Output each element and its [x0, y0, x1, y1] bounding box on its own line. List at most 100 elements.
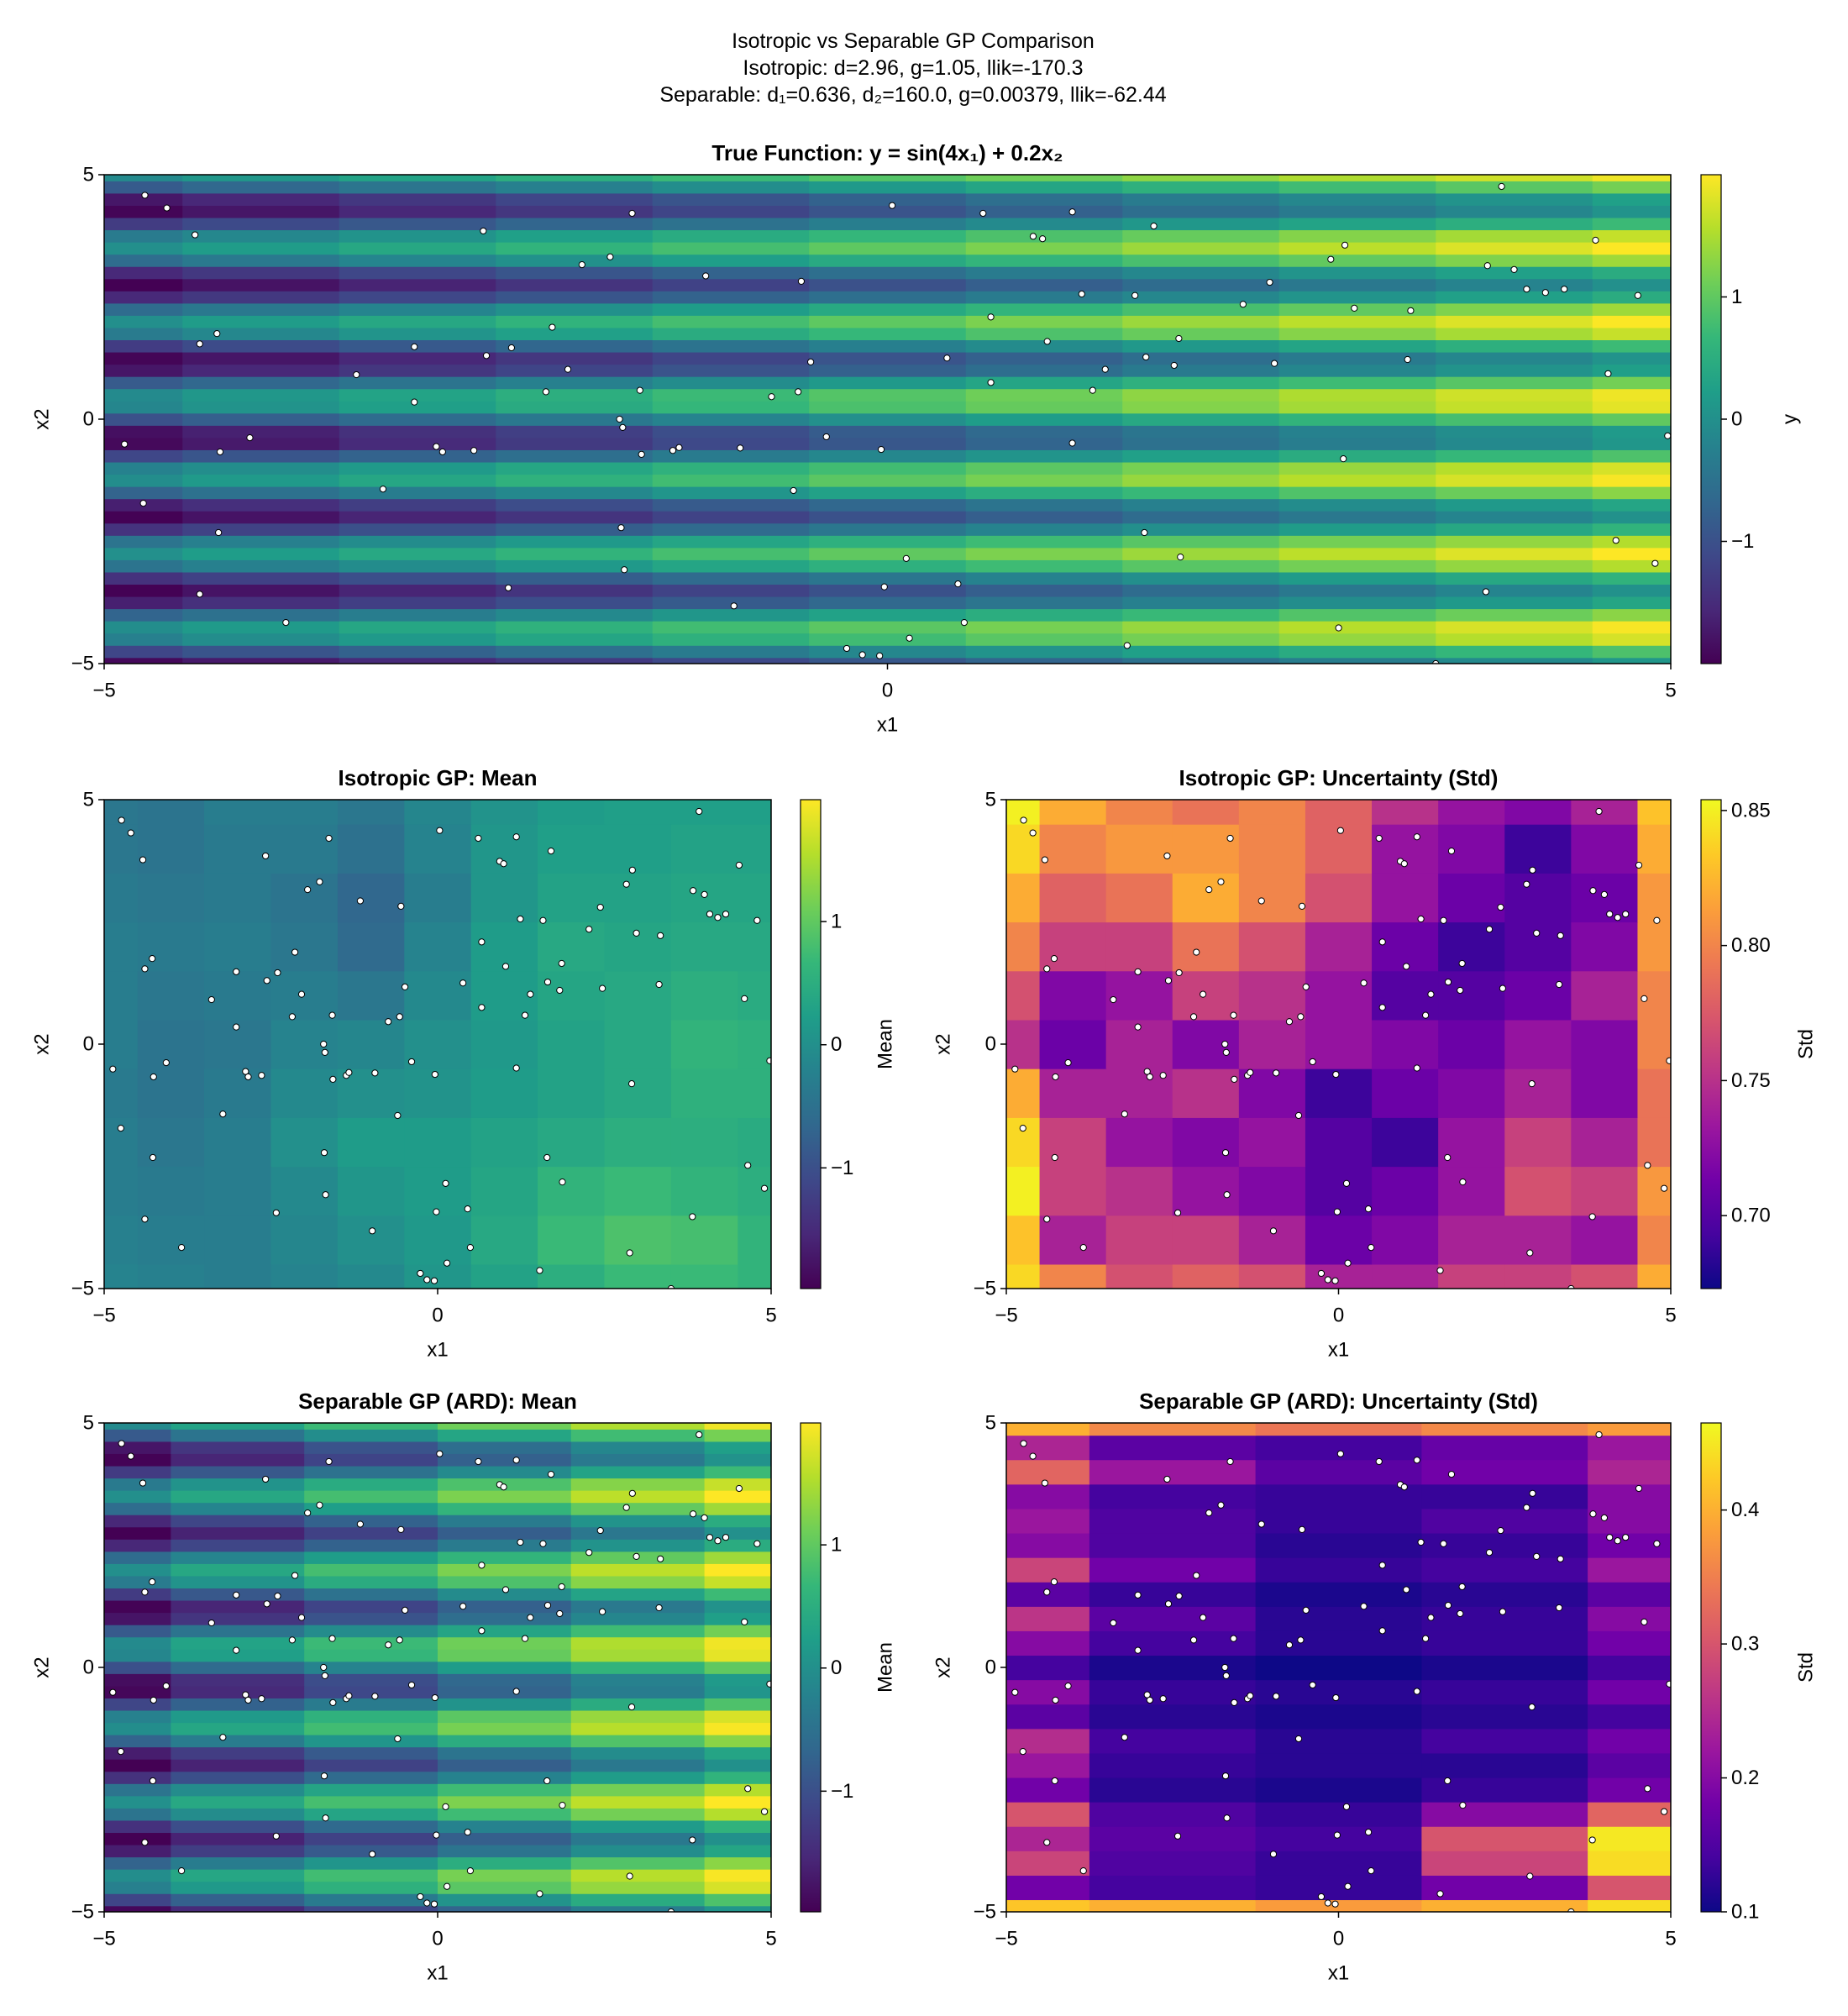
colorbar: [1700, 799, 1722, 1289]
heatmap-cell: [1592, 596, 1671, 610]
heatmap-cell: [438, 1905, 572, 1912]
observation-point: [1588, 1836, 1596, 1844]
heatmap-cell: [1089, 1875, 1257, 1901]
heatmap-cell: [1089, 1532, 1257, 1558]
heatmap-cell: [570, 1441, 706, 1454]
observation-point: [246, 434, 254, 442]
heatmap-cell: [1588, 1557, 1671, 1583]
heatmap-cell: [1122, 461, 1280, 475]
heatmap-cell: [538, 824, 606, 874]
heatmap-cell: [965, 412, 1123, 426]
observation-point: [512, 1064, 520, 1072]
colorbar: [1700, 1422, 1722, 1913]
heatmap-cell: [1238, 921, 1306, 972]
heatmap-cell: [339, 205, 496, 218]
heatmap-cell: [1122, 302, 1280, 316]
heatmap-cell: [570, 1526, 706, 1540]
observation-point: [1498, 182, 1505, 191]
heatmap-cell: [182, 461, 340, 475]
observation-point: [1230, 1635, 1237, 1642]
heatmap-cell: [137, 1019, 205, 1069]
heatmap-cell: [204, 800, 272, 825]
observation-point: [1360, 1603, 1368, 1610]
heatmap-cell: [1592, 339, 1671, 353]
heatmap-cell: [1592, 645, 1671, 659]
heatmap-cell: [1278, 205, 1436, 218]
heatmap-cell: [1089, 1582, 1257, 1607]
heatmap-cell: [137, 1068, 205, 1118]
heatmap-cell: [1504, 824, 1572, 874]
heatmap-cell: [1436, 449, 1593, 463]
heatmap-cell: [809, 511, 967, 524]
observation-point: [1436, 1890, 1444, 1898]
x-tick-label: 5: [765, 1928, 776, 1950]
observation-point: [627, 1704, 636, 1711]
heatmap-cell: [1588, 1752, 1671, 1778]
heatmap-cell: [339, 486, 496, 500]
heatmap-cell: [104, 449, 183, 463]
heatmap-cell: [809, 461, 967, 475]
heatmap-cell: [1438, 1019, 1505, 1069]
heatmap-cell: [339, 412, 496, 426]
observation-point: [379, 486, 387, 493]
heatmap-cell: [304, 1599, 438, 1614]
heatmap-cell: [204, 1117, 272, 1168]
heatmap-cell: [1122, 401, 1280, 414]
heatmap-cell: [809, 535, 967, 549]
heatmap-cell: [965, 327, 1123, 341]
observation-point: [1653, 1540, 1661, 1547]
heatmap-cell: [1089, 1508, 1257, 1534]
heatmap-cell: [137, 824, 205, 874]
heatmap-cell: [652, 498, 810, 512]
observation-point: [325, 1457, 333, 1466]
heatmap-cell: [104, 1869, 171, 1882]
heatmap-cell: [965, 376, 1123, 390]
observation-point: [1644, 1785, 1651, 1793]
heatmap-cell: [104, 376, 183, 390]
heatmap-cell: [438, 1636, 572, 1650]
heatmap-cell: [438, 1881, 572, 1894]
heatmap-cell: [182, 351, 340, 365]
heatmap-cell: [1089, 1435, 1257, 1461]
figure-subtitle: Separable: d₁=0.636, d₂=160.0, g=0.00379…: [659, 83, 1166, 107]
y-tick-label: 5: [985, 789, 996, 811]
observation-point: [539, 1540, 547, 1547]
heatmap-cell: [1438, 824, 1505, 874]
observation-point: [411, 343, 418, 350]
heatmap-cell: [339, 291, 496, 304]
colorbar-label: Std: [1795, 1029, 1818, 1059]
observation-point: [527, 1614, 534, 1621]
observation-point: [626, 1872, 633, 1880]
heatmap-cell: [438, 1759, 572, 1772]
observation-point: [1163, 1475, 1171, 1483]
heatmap-cell: [1122, 315, 1280, 328]
heatmap-cell: [1006, 1423, 1090, 1436]
heatmap-cell: [104, 401, 183, 414]
heatmap-cell: [1588, 1826, 1671, 1851]
heatmap-cell: [104, 1783, 171, 1797]
heatmap-cell: [809, 547, 967, 560]
heatmap-cell: [570, 1673, 706, 1687]
heatmap-cell: [965, 291, 1123, 304]
observation-point: [1556, 980, 1563, 989]
heatmap-cell: [704, 1795, 771, 1809]
observation-point: [1644, 1162, 1651, 1169]
observation-point: [606, 253, 614, 260]
observation-point: [714, 914, 722, 921]
heatmap-cell: [1592, 181, 1671, 194]
heatmap-cell: [1436, 401, 1593, 414]
observation-point: [272, 1832, 280, 1840]
observation-point: [1020, 1440, 1027, 1447]
heatmap-cell: [1588, 1606, 1671, 1631]
heatmap-cell: [965, 302, 1123, 316]
observation-point: [320, 1663, 328, 1672]
heatmap-cell: [570, 1423, 706, 1430]
heatmap-cell: [1592, 205, 1671, 218]
heatmap-cell: [182, 412, 340, 426]
observation-point: [1205, 1509, 1213, 1517]
heatmap-cell: [182, 522, 340, 536]
heatmap-cell: [570, 1515, 706, 1528]
heatmap-cell: [438, 1599, 572, 1614]
heatmap-cell: [496, 645, 654, 659]
heatmap-cell: [965, 596, 1123, 610]
